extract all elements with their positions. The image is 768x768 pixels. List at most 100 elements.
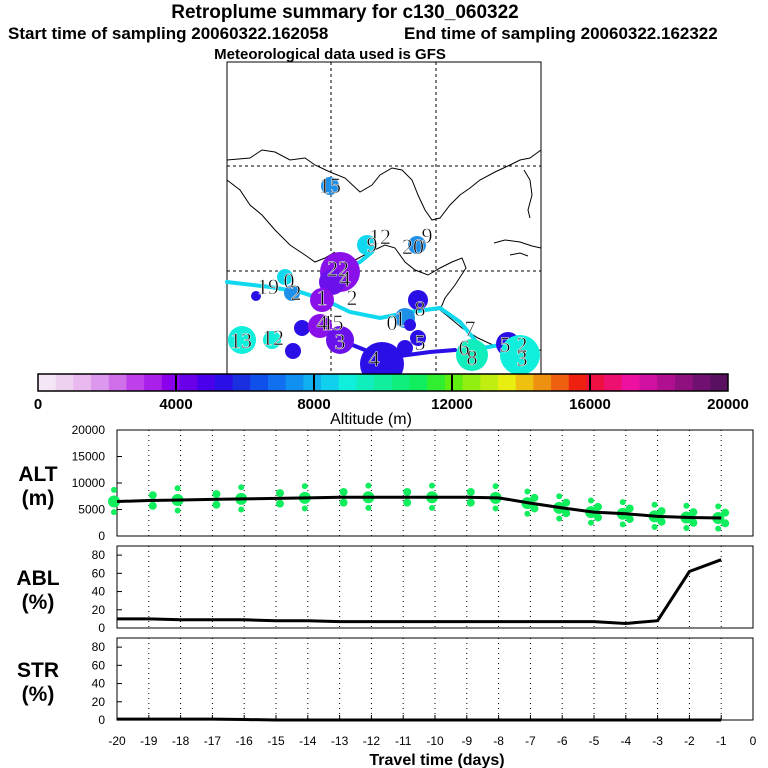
panel-ylabel-unit: (%) [22, 683, 55, 706]
met-data-note: Meteorological data used is GFS [214, 46, 446, 63]
map-label: 9 [422, 223, 433, 248]
map-label: 15 [319, 173, 341, 198]
map-label: 1 [317, 285, 328, 310]
alt-point [238, 506, 245, 513]
x-axis-label: Travel time (days) [369, 752, 504, 768]
colorbar-swatch [91, 374, 110, 391]
y-tick-label: 10000 [72, 476, 106, 490]
panel-ylabel-unit: (m) [22, 487, 55, 510]
colorbar-swatch [268, 374, 287, 391]
colorbar-swatch [161, 374, 181, 391]
x-tick-label: -13 [331, 734, 349, 748]
y-tick-label: 0 [98, 529, 105, 543]
colorbar-swatch [285, 374, 304, 391]
alt-point [492, 483, 499, 490]
alt-point [429, 482, 435, 489]
map-label: 13 [230, 328, 252, 353]
x-tick-label: -4 [620, 734, 631, 748]
alt-point [301, 505, 308, 512]
plume-circle [285, 343, 301, 359]
map-label: 3 [335, 329, 346, 354]
colorbar-swatch [232, 374, 251, 391]
colorbar-swatch [604, 374, 623, 391]
abl-line [117, 558, 722, 625]
plume-circle [294, 320, 310, 336]
chart-title: Retroplume summary for c130_060322 [171, 2, 519, 23]
x-tick-label: -6 [557, 734, 568, 748]
map-label: 9 [367, 232, 378, 257]
alt-point [339, 498, 348, 507]
colorbar-swatch [586, 374, 605, 391]
plume-circle [397, 340, 413, 356]
map-label: 19 [257, 274, 279, 299]
alt-point [111, 486, 117, 493]
colorbar-tick-label: 12000 [431, 396, 473, 413]
map-label: 5 [333, 310, 344, 335]
colorbar-swatch [409, 374, 428, 391]
map-label: 7 [465, 316, 476, 341]
colorbar-swatch [374, 374, 393, 391]
colorbar-swatch [38, 374, 57, 391]
alt-point [588, 497, 594, 504]
y-tick-label: 60 [92, 566, 106, 580]
colorbar-swatch [639, 374, 658, 391]
x-tick-label: -15 [267, 734, 285, 748]
alt-point [108, 495, 120, 508]
plume-circle [277, 269, 293, 285]
alt-point [429, 504, 435, 511]
alt-point [721, 508, 730, 517]
map-label: 20 [402, 234, 424, 259]
colorbar-swatch [197, 374, 216, 391]
plume-circle [321, 177, 339, 195]
alt-point [556, 515, 563, 522]
alt-point [276, 489, 284, 498]
x-tick-label: -10 [426, 734, 444, 748]
alt-point [466, 488, 475, 497]
map-label: 12 [369, 224, 391, 249]
colorbar-swatch [356, 374, 375, 391]
colorbar-swatch [657, 374, 676, 391]
x-tick-label: -9 [461, 734, 472, 748]
alt-point [588, 519, 594, 526]
colorbar-swatch [568, 374, 587, 391]
panel-alt: 0 5000 10000 15000 20000 ALT(m) [18, 423, 754, 543]
y-tick-label: 20 [92, 603, 106, 617]
alt-point [492, 505, 499, 512]
x-tick-label: -1 [716, 734, 727, 748]
alt-point [212, 500, 221, 509]
sampling-times: Start time of sampling 20060322.162058 E… [8, 24, 768, 44]
end-time: End time of sampling 20060322.162322 [404, 24, 718, 43]
panel-ylabel-unit: (%) [22, 591, 55, 614]
x-tick-label: -5 [589, 734, 600, 748]
coastline [226, 149, 542, 353]
alt-point [651, 523, 658, 530]
colorbar-frame [37, 373, 729, 392]
colorbar-swatch [55, 374, 74, 391]
colorbar-swatch [108, 374, 127, 391]
map-label: 3 [517, 346, 528, 371]
alt-point [174, 485, 181, 492]
colorbar-ticks: 0 4000 8000 12000 16000 20000 [34, 374, 749, 413]
alt-point [556, 493, 563, 500]
y-tick-label: 15000 [72, 450, 106, 464]
plume-circles [228, 177, 540, 386]
panel-frame [116, 429, 754, 537]
panel-abl: 0 20 40 60 80 ABL(%) [16, 545, 754, 635]
x-axis: -20 -19 -18 -17 -16 -15 -14 -13 -12 -11 -10 -9 -8 -7-… [108, 715, 757, 768]
map-label: 8 [415, 296, 426, 321]
alt-point [276, 499, 284, 508]
alt-point [651, 501, 658, 508]
colorbar-swatch [674, 374, 694, 391]
plume-circle [251, 291, 261, 301]
colorbar-swatch [692, 374, 711, 391]
map-label: 1 [395, 306, 406, 331]
map-label: 22 [327, 256, 349, 281]
alt-point [657, 507, 666, 516]
y-tick-label: 60 [92, 658, 106, 672]
alt-point [715, 503, 722, 510]
y-tick-label: 80 [92, 640, 106, 654]
alt-point [619, 521, 626, 528]
map-label: 4 [317, 310, 328, 335]
